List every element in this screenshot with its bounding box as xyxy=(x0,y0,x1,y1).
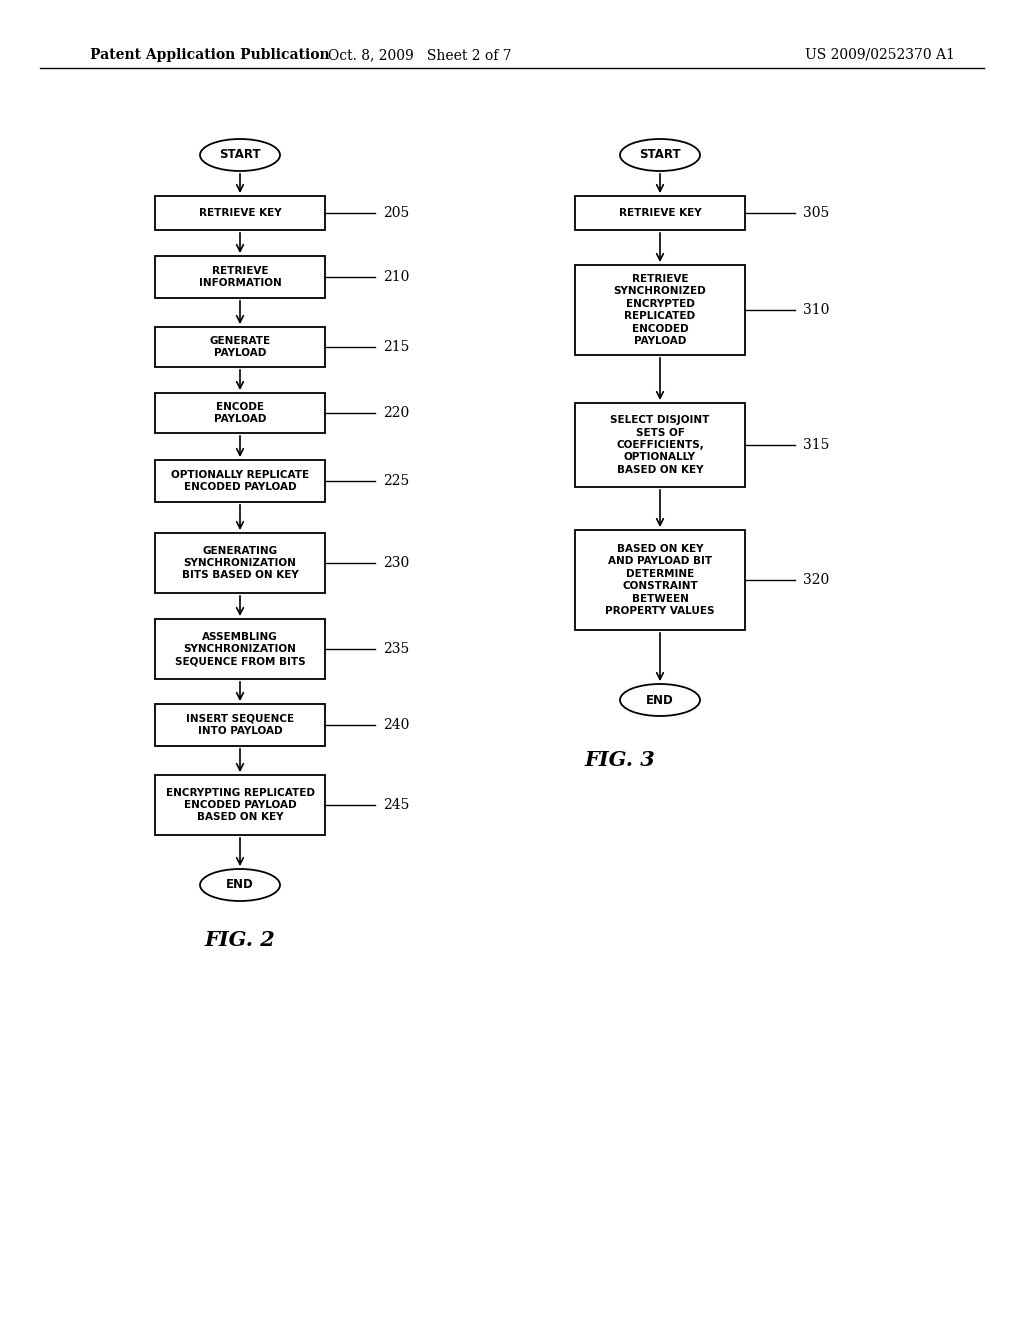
Text: 315: 315 xyxy=(803,438,829,451)
Text: GENERATING
SYNCHRONIZATION
BITS BASED ON KEY: GENERATING SYNCHRONIZATION BITS BASED ON… xyxy=(181,545,298,581)
Text: START: START xyxy=(639,149,681,161)
Ellipse shape xyxy=(200,869,280,902)
FancyBboxPatch shape xyxy=(155,256,325,298)
Ellipse shape xyxy=(200,139,280,172)
Text: FIG. 3: FIG. 3 xyxy=(585,750,655,770)
Text: 230: 230 xyxy=(383,556,410,570)
Text: GENERATE
PAYLOAD: GENERATE PAYLOAD xyxy=(210,335,270,358)
Text: OPTIONALLY REPLICATE
ENCODED PAYLOAD: OPTIONALLY REPLICATE ENCODED PAYLOAD xyxy=(171,470,309,492)
Text: 245: 245 xyxy=(383,799,410,812)
FancyBboxPatch shape xyxy=(575,403,745,487)
Text: ENCODE
PAYLOAD: ENCODE PAYLOAD xyxy=(214,401,266,424)
Text: END: END xyxy=(646,693,674,706)
Text: SELECT DISJOINT
SETS OF
COEFFICIENTS,
OPTIONALLY
BASED ON KEY: SELECT DISJOINT SETS OF COEFFICIENTS, OP… xyxy=(610,416,710,475)
FancyBboxPatch shape xyxy=(155,195,325,230)
Text: START: START xyxy=(219,149,261,161)
FancyBboxPatch shape xyxy=(155,704,325,746)
Text: 220: 220 xyxy=(383,407,410,420)
Text: ENCRYPTING REPLICATED
ENCODED PAYLOAD
BASED ON KEY: ENCRYPTING REPLICATED ENCODED PAYLOAD BA… xyxy=(166,788,314,822)
FancyBboxPatch shape xyxy=(575,265,745,355)
Text: 225: 225 xyxy=(383,474,410,488)
Text: Patent Application Publication: Patent Application Publication xyxy=(90,48,330,62)
Ellipse shape xyxy=(620,139,700,172)
Text: RETRIEVE
SYNCHRONIZED
ENCRYPTED
REPLICATED
ENCODED
PAYLOAD: RETRIEVE SYNCHRONIZED ENCRYPTED REPLICAT… xyxy=(613,275,707,346)
Text: 320: 320 xyxy=(803,573,829,587)
Text: INSERT SEQUENCE
INTO PAYLOAD: INSERT SEQUENCE INTO PAYLOAD xyxy=(186,714,294,737)
FancyBboxPatch shape xyxy=(155,327,325,367)
Text: ASSEMBLING
SYNCHRONIZATION
SEQUENCE FROM BITS: ASSEMBLING SYNCHRONIZATION SEQUENCE FROM… xyxy=(175,631,305,667)
Ellipse shape xyxy=(620,684,700,715)
FancyBboxPatch shape xyxy=(155,775,325,836)
Text: 310: 310 xyxy=(803,304,829,317)
Text: 305: 305 xyxy=(803,206,829,220)
Text: Oct. 8, 2009   Sheet 2 of 7: Oct. 8, 2009 Sheet 2 of 7 xyxy=(328,48,512,62)
FancyBboxPatch shape xyxy=(155,459,325,502)
FancyBboxPatch shape xyxy=(155,533,325,593)
Text: US 2009/0252370 A1: US 2009/0252370 A1 xyxy=(805,48,955,62)
Text: RETRIEVE
INFORMATION: RETRIEVE INFORMATION xyxy=(199,265,282,288)
Text: RETRIEVE KEY: RETRIEVE KEY xyxy=(618,209,701,218)
Text: 235: 235 xyxy=(383,642,410,656)
Text: 215: 215 xyxy=(383,341,410,354)
Text: 240: 240 xyxy=(383,718,410,733)
Text: END: END xyxy=(226,879,254,891)
Text: FIG. 2: FIG. 2 xyxy=(205,931,275,950)
Text: 210: 210 xyxy=(383,271,410,284)
FancyBboxPatch shape xyxy=(155,619,325,678)
FancyBboxPatch shape xyxy=(575,531,745,630)
Text: BASED ON KEY
AND PAYLOAD BIT
DETERMINE
CONSTRAINT
BETWEEN
PROPERTY VALUES: BASED ON KEY AND PAYLOAD BIT DETERMINE C… xyxy=(605,544,715,616)
FancyBboxPatch shape xyxy=(575,195,745,230)
Text: 205: 205 xyxy=(383,206,410,220)
Text: RETRIEVE KEY: RETRIEVE KEY xyxy=(199,209,282,218)
FancyBboxPatch shape xyxy=(155,393,325,433)
